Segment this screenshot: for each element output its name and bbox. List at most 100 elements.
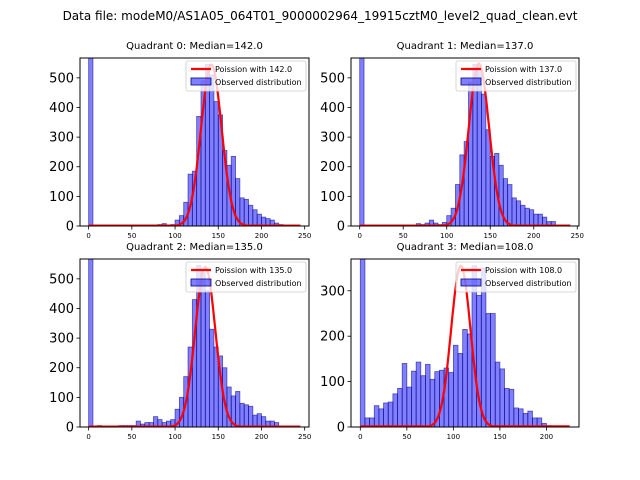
histogram-bar [88, 259, 94, 427]
x-tick-label: 0 [357, 232, 361, 240]
legend-box [455, 261, 577, 293]
x-tick-label: 100 [440, 232, 453, 240]
legend-label-observed: Observed distribution [485, 78, 572, 87]
y-tick-label: 0 [337, 220, 345, 235]
histogram-bar [462, 328, 468, 427]
histogram-bar [209, 74, 215, 226]
histogram-bar [550, 221, 556, 226]
legend-label-observed: Observed distribution [485, 279, 572, 288]
y-tick-label: 200 [320, 330, 345, 345]
histogram-bar [378, 408, 384, 427]
x-tick-label: 250 [571, 232, 584, 240]
histogram-bar [235, 391, 241, 427]
x-tick-label: 100 [447, 433, 460, 441]
legend-label-poisson: Poission with 135.0 [215, 266, 292, 275]
y-tick-label: 100 [49, 190, 74, 205]
histogram-bar [425, 363, 431, 427]
x-tick-label: 50 [127, 433, 136, 441]
y-tick-label: 0 [66, 220, 74, 235]
histogram-bar [387, 401, 394, 427]
histogram-bar [204, 290, 211, 427]
plot-area [359, 58, 571, 226]
histogram-bar [383, 402, 389, 427]
subplot-title: Quadrant 0: Median=142.0 [126, 41, 263, 52]
histogram-bar [392, 393, 398, 427]
legend-box [455, 60, 577, 92]
y-tick-label: 200 [320, 160, 345, 175]
x-tick-label: 150 [212, 232, 225, 240]
y-tick-label: 400 [49, 302, 74, 317]
histogram-bar [239, 402, 245, 427]
histogram-bar [153, 416, 159, 427]
legend-label-poisson: Poission with 142.0 [215, 65, 292, 74]
y-tick-label: 100 [320, 190, 345, 205]
histogram-bar [397, 388, 403, 427]
subplot-quadrant-1: Quadrant 1: Median=137.00100200300400500… [320, 41, 584, 240]
legend-label-poisson: Poission with 108.0 [485, 266, 562, 275]
histogram-bar [448, 372, 454, 427]
legend-bar-swatch [460, 278, 482, 287]
subplot-title: Quadrant 1: Median=137.0 [397, 41, 534, 52]
y-tick-label: 100 [320, 375, 345, 390]
legend-box [185, 261, 307, 293]
histogram-bar [252, 414, 258, 427]
histogram-bar [485, 313, 491, 427]
y-tick-label: 300 [320, 131, 345, 146]
histogram-bar [513, 407, 519, 427]
x-tick-label: 200 [527, 232, 540, 240]
legend-label-observed: Observed distribution [215, 279, 302, 288]
histogram-bar [256, 213, 262, 226]
histogram-bar [507, 184, 513, 226]
legend-box [185, 60, 307, 92]
x-tick-label: 200 [255, 232, 268, 240]
legend-bar-swatch [460, 77, 482, 86]
histogram-bar [520, 204, 526, 226]
axes-frame [79, 57, 310, 227]
subplot-quadrant-3: Quadrant 3: Median=108.0 0 100 200 300 0 50 100… [320, 242, 580, 441]
legend-label-poisson: Poission with 137.0 [485, 65, 562, 74]
x-tick-label: 50 [399, 232, 408, 240]
histogram-bar [511, 197, 517, 226]
histogram-bar [261, 416, 267, 427]
subplot-quadrant-0: Quadrant 0: Median=142.00100200300400500… [49, 41, 311, 240]
legend: Poission with 137.0 Observed distribution [455, 60, 577, 92]
histogram-bar [401, 363, 408, 427]
histogram-bar [243, 198, 249, 226]
x-tick-label: 150 [493, 433, 506, 441]
subplot-quadrant-2: Quadrant 2: Median=135.00100200300400500… [49, 242, 311, 441]
legend: Poission with 142.0 Observed distribution [185, 60, 307, 92]
histogram-bar [481, 93, 487, 226]
y-tick-label: 200 [49, 361, 74, 376]
axes-frame [350, 258, 580, 428]
axes-frame [79, 258, 310, 428]
histogram-bar [256, 413, 262, 427]
figure-suptitle: Data file: modeM0/AS1A05_064T01_90000029… [62, 9, 578, 23]
histogram-bar [420, 375, 426, 427]
histogram-bar [406, 386, 412, 427]
histogram-bar [504, 388, 510, 427]
y-tick-label: 200 [49, 160, 74, 175]
histogram-bar [359, 259, 366, 427]
x-tick-label: 100 [168, 232, 181, 240]
x-tick-label: 150 [484, 232, 497, 240]
x-tick-label: 200 [255, 433, 268, 441]
x-tick-label: 50 [127, 232, 136, 240]
subplot-title: Quadrant 3: Median=108.0 [397, 242, 534, 253]
legend-bar-swatch [190, 77, 212, 86]
histogram-bar [200, 272, 206, 427]
histogram-bar [527, 410, 533, 427]
x-tick-label: 100 [168, 433, 181, 441]
histogram-bar [411, 370, 417, 427]
histogram-bar [490, 313, 496, 427]
histogram-bar [359, 58, 365, 226]
y-tick-label: 400 [49, 101, 74, 116]
histogram-bar [373, 405, 380, 427]
histogram-bar [429, 378, 436, 427]
histogram-bar [508, 388, 515, 427]
x-tick-label: 50 [402, 433, 411, 441]
histogram-bar [213, 101, 219, 226]
legend-label-observed: Observed distribution [215, 78, 302, 87]
histogram-bar [533, 213, 539, 226]
plot-area [88, 259, 301, 427]
histogram-bar [88, 58, 94, 226]
